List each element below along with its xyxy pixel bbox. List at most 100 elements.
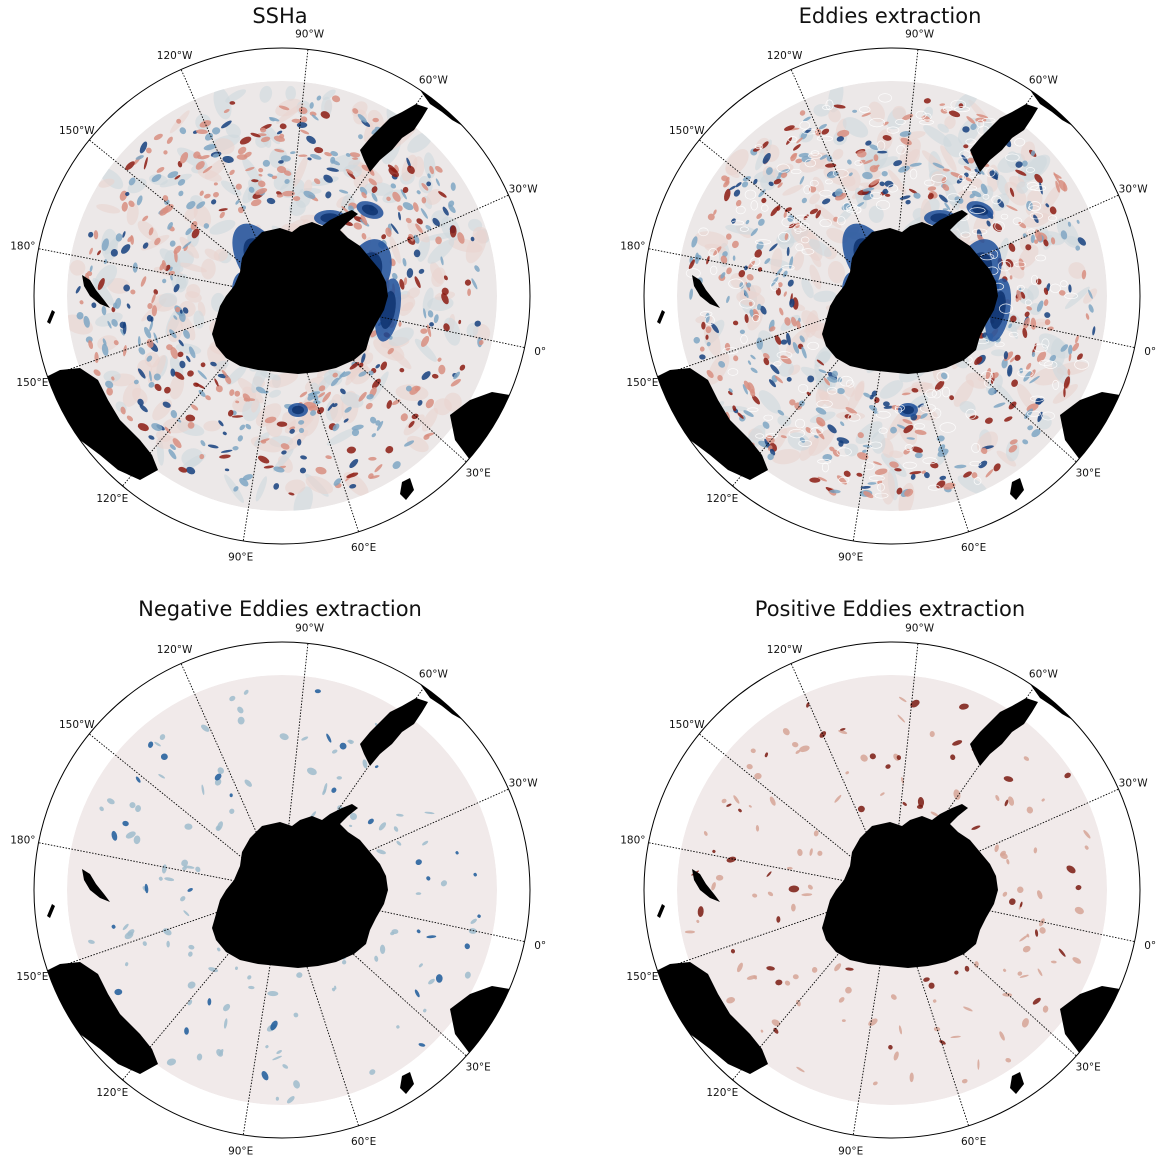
eddy-contour — [909, 168, 918, 180]
positive-eddy — [813, 830, 819, 837]
negative-eddy — [742, 384, 748, 395]
meridian-line — [891, 889, 970, 1127]
positive-eddy — [902, 802, 907, 806]
positive-eddy — [1008, 444, 1018, 453]
field-texture — [997, 384, 1017, 409]
negative-eddy — [186, 355, 191, 363]
positive-eddy — [838, 729, 848, 735]
positive-eddy — [1030, 317, 1037, 330]
field-texture — [725, 148, 749, 176]
eddy-contour — [894, 404, 905, 412]
positive-eddy — [815, 209, 822, 219]
negative-eddy — [158, 773, 166, 779]
meridian-line — [852, 889, 893, 1136]
negative-eddy — [326, 167, 339, 172]
negative-eddy — [232, 446, 239, 451]
negative-eddy — [293, 1012, 299, 1018]
positive-eddy — [774, 375, 783, 384]
eddy-contour — [922, 112, 932, 121]
positive-eddy — [380, 361, 388, 371]
negative-eddy — [406, 157, 412, 169]
positive-eddy — [780, 355, 792, 365]
positive-eddy — [1008, 401, 1017, 410]
positive-eddy — [278, 105, 290, 111]
eddy-contour — [969, 207, 986, 214]
meridian-line — [38, 248, 283, 297]
negative-eddy — [932, 162, 945, 169]
negative-eddy — [331, 987, 336, 992]
positive-eddy — [191, 228, 200, 239]
negative-eddy — [829, 489, 841, 494]
positive-eddy — [142, 215, 149, 222]
positive-eddy — [1006, 205, 1018, 211]
eddy-contour — [803, 185, 812, 195]
negative-eddy — [132, 262, 138, 273]
negative-eddy — [298, 420, 305, 425]
positive-eddy — [435, 236, 442, 245]
positive-eddy — [93, 369, 101, 376]
negative-eddy — [777, 409, 785, 416]
eddy-contour — [787, 136, 798, 143]
positive-eddy — [289, 426, 296, 430]
positive-eddy — [450, 378, 461, 387]
positive-eddy — [229, 389, 235, 396]
negative-eddy — [357, 113, 367, 123]
negative-eddy — [88, 231, 94, 238]
negative-eddy — [747, 360, 752, 365]
positive-eddy — [697, 906, 704, 918]
negative-eddy — [831, 370, 838, 378]
negative-eddy — [969, 193, 976, 199]
australia-land — [644, 962, 768, 1074]
negative-eddy — [426, 935, 437, 939]
negative-eddy — [218, 420, 224, 427]
positive-eddy — [963, 165, 972, 171]
field-texture — [137, 220, 159, 241]
eddy-contour — [969, 460, 982, 467]
eddy-contour — [819, 218, 832, 228]
positive-eddy — [984, 417, 993, 424]
positive-eddy — [1063, 376, 1071, 389]
positive-eddy — [1023, 317, 1030, 329]
negative-eddy — [862, 193, 874, 201]
eddy-contour — [954, 106, 971, 113]
eddy-contour — [1049, 283, 1061, 293]
field-texture — [175, 343, 202, 355]
positive-eddy — [980, 447, 988, 455]
positive-eddy — [318, 385, 326, 392]
positive-eddy — [961, 1078, 968, 1084]
positive-eddy — [747, 260, 756, 269]
map-boundary — [643, 47, 1141, 545]
field-texture — [220, 180, 242, 196]
negative-eddy — [762, 152, 771, 164]
positive-eddy — [397, 205, 403, 212]
polar-map: 180° 150°W 120°W 90°W 60°W 30°W 0° 30°E 60°E 90°E… — [10, 28, 546, 563]
positive-eddy — [1008, 898, 1016, 905]
meridian-line — [47, 889, 283, 972]
negative-eddy — [296, 438, 302, 446]
negative-eddy — [743, 289, 749, 299]
positive-eddy — [368, 178, 377, 186]
eddy-contour — [1030, 274, 1039, 286]
panel-positive-eddies: Positive Eddies extraction 180° 150°W 120°… — [620, 594, 1156, 1158]
positive-eddy — [773, 1027, 779, 1034]
negative-eddy — [424, 811, 435, 815]
negative-eddy — [185, 227, 193, 236]
positive-eddy — [429, 165, 435, 175]
negative-eddy — [223, 1018, 228, 1029]
positive-eddy — [713, 209, 717, 215]
positive-eddy — [817, 850, 823, 856]
meridian-line — [891, 788, 1119, 891]
eddy-contour — [874, 492, 889, 499]
negative-eddy — [937, 448, 949, 457]
meridian-line — [657, 889, 893, 972]
field-texture — [842, 168, 861, 192]
positive-eddy — [341, 206, 350, 214]
positive-eddy — [699, 346, 705, 352]
field-texture — [147, 355, 166, 384]
positive-eddy — [237, 206, 244, 214]
eddy-contour — [1029, 212, 1044, 220]
negative-eddy — [1030, 234, 1035, 244]
negative-eddy — [333, 478, 342, 486]
positive-eddy — [227, 409, 234, 417]
positive-eddy — [346, 446, 357, 454]
